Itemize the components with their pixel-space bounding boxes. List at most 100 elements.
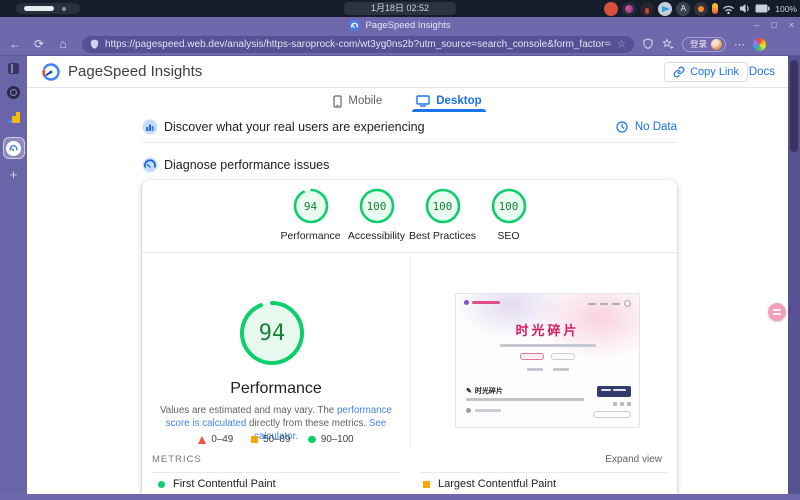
window-controls: – □ ×	[754, 17, 794, 33]
scrollbar-track[interactable]	[788, 56, 800, 494]
battery-percent: 100%	[775, 3, 797, 14]
thumb-links	[456, 368, 639, 371]
field-data-icon	[142, 119, 158, 135]
diagnose-title: Diagnose performance issues	[164, 158, 330, 172]
red-triangle-icon	[198, 435, 207, 444]
pagespeed-tab-selected[interactable]	[0, 137, 27, 159]
new-tab-button[interactable]: +	[9, 167, 18, 182]
clock[interactable]: 1月18日 02:52	[344, 2, 456, 15]
metric-name: Largest Contentful Paint	[438, 478, 557, 490]
score-label: Best Practices	[408, 230, 477, 242]
average-square-icon	[423, 480, 430, 488]
maximize-button[interactable]: □	[771, 20, 777, 30]
metric-lcp: Largest Contentful Paint	[423, 478, 556, 490]
thumb-navbar	[464, 299, 631, 307]
active-tab[interactable]: PageSpeed Insights	[0, 17, 800, 33]
collections-star-icon[interactable]	[662, 38, 674, 50]
wifi-icon[interactable]	[722, 3, 735, 15]
back-button[interactable]: ←	[9, 37, 21, 51]
reload-button[interactable]: ⟳	[33, 37, 45, 51]
tab-desktop[interactable]: Desktop	[412, 95, 487, 112]
tab-title: PageSpeed Insights	[365, 19, 451, 31]
tray-app-icon[interactable]	[694, 1, 709, 16]
metric-lcp-value: 1.2 s	[438, 492, 473, 494]
score-value: 94	[303, 199, 318, 213]
thumb-social-icons	[613, 402, 631, 406]
green-circle-icon	[308, 435, 316, 444]
home-button[interactable]: ⌂	[59, 37, 67, 51]
login-button[interactable]: 登录	[682, 36, 727, 52]
tab-mobile[interactable]: Mobile	[333, 94, 382, 108]
minimize-button[interactable]: –	[754, 20, 760, 30]
system-tray: A 100%	[604, 1, 797, 16]
thumb-badge	[597, 386, 631, 397]
url-bar[interactable]: https://pagespeed.web.dev/analysis/https…	[82, 35, 634, 53]
score-legend: 0–49 50–89 90–100	[142, 434, 410, 445]
crux-section-header: Discover what your real users are experi…	[27, 114, 788, 140]
score-label: Accessibility	[347, 230, 406, 242]
volume-icon[interactable]	[739, 3, 751, 14]
thumb-search-box	[593, 411, 631, 418]
score-accessibility[interactable]: 100 Accessibility	[347, 188, 406, 242]
score-seo[interactable]: 100 SEO	[481, 188, 537, 242]
legend-range: 90–100	[320, 434, 354, 445]
bookmark-star-icon[interactable]: ☆	[617, 38, 626, 50]
thumb-subtitle-bar	[499, 344, 596, 347]
sidebar-app-icon[interactable]	[0, 86, 27, 99]
metric-fcp: First Contentful Paint	[158, 478, 276, 490]
system-status-bar: 1月18日 02:52 A 100%	[0, 0, 800, 17]
sidebar-tabs-icon[interactable]	[0, 62, 27, 75]
tray-app-icon[interactable]	[604, 1, 619, 16]
browser-logo-icon[interactable]	[753, 37, 767, 51]
workspace-pill[interactable]	[16, 3, 80, 14]
see-calculator-link[interactable]: See calculator.	[253, 418, 387, 443]
clock-icon	[616, 121, 628, 133]
lighthouse-report-card: 94 Performance 100 Accessibility	[142, 180, 677, 494]
performance-gauge: 94	[239, 300, 305, 366]
page-screenshot-thumbnail[interactable]: 时光碎片 ✎ 时光碎片	[455, 293, 640, 428]
no-data-link[interactable]: No Data	[616, 114, 677, 140]
shield-icon[interactable]	[90, 39, 99, 50]
url-text[interactable]: https://pagespeed.web.dev/analysis/https…	[105, 38, 612, 50]
legend-range: 0–49	[211, 434, 234, 445]
score-performance[interactable]: 94 Performance	[280, 188, 341, 242]
tracking-protection-icon[interactable]	[642, 38, 654, 50]
score-disclaimer: Values are estimated and may vary. The p…	[150, 404, 402, 444]
tab-desktop-label: Desktop	[436, 95, 482, 107]
tray-app-icon[interactable]: A	[676, 1, 691, 16]
card-divider	[142, 252, 677, 253]
legend-poor: 0–49	[198, 434, 233, 445]
legend-range: 50–89	[263, 434, 291, 445]
app-header: PageSpeed Insights Copy Link Docs	[27, 56, 788, 88]
overflow-menu-icon[interactable]: ⋯	[734, 38, 746, 51]
page-title: PageSpeed Insights	[68, 63, 203, 80]
score-value: 100	[432, 199, 453, 213]
score-value: 100	[498, 199, 519, 213]
analytics-tab-icon[interactable]	[0, 111, 27, 124]
diagnose-section-header: Diagnose performance issues	[27, 152, 788, 178]
copy-link-button[interactable]: Copy Link	[664, 62, 748, 82]
pagespeed-favicon	[349, 19, 361, 31]
score-best-practices[interactable]: 100 Best Practices	[409, 188, 476, 242]
telegram-icon[interactable]	[658, 1, 673, 16]
docs-link[interactable]: Docs	[748, 66, 775, 78]
workspace-indicator	[24, 6, 54, 11]
scrollbar-thumb[interactable]	[790, 60, 798, 152]
input-method-icon[interactable]	[712, 3, 719, 14]
page-content: PageSpeed Insights Copy Link Docs Mobile	[27, 56, 788, 494]
thumb-buttons	[456, 353, 639, 360]
thumb-section-title: 时光碎片	[474, 388, 503, 395]
thumb-section-heading: ✎ 时光碎片	[466, 386, 503, 396]
link-icon	[673, 66, 685, 78]
device-tabs: Mobile Desktop	[27, 89, 788, 113]
tray-app-icon[interactable]	[640, 1, 655, 16]
floating-ime-badge[interactable]	[768, 303, 786, 321]
close-button[interactable]: ×	[788, 20, 794, 30]
score-calc-link[interactable]: performance score is calculated	[165, 405, 392, 430]
tray-app-icon[interactable]	[622, 1, 637, 16]
category-scores: 94 Performance 100 Accessibility	[142, 188, 677, 242]
thumb-desc-bar	[466, 398, 584, 401]
disclaimer-text: directly from these metrics.	[246, 418, 369, 430]
expand-view-button[interactable]: Expand view	[605, 454, 662, 465]
